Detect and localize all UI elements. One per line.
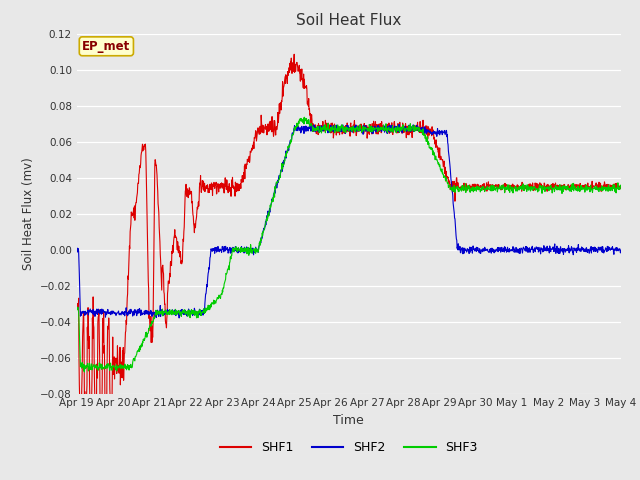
SHF2 xyxy=(73,249,81,255)
SHF3 xyxy=(115,363,123,369)
SHF1 xyxy=(326,124,333,130)
Line: SHF2: SHF2 xyxy=(77,124,621,318)
SHF2 xyxy=(175,315,183,321)
SHF2 xyxy=(383,130,390,136)
SHF1 xyxy=(316,125,323,131)
SHF3 xyxy=(617,183,625,189)
SHF1 xyxy=(291,51,298,57)
Legend: SHF1, SHF2, SHF3: SHF1, SHF2, SHF3 xyxy=(214,436,483,459)
SHF2 xyxy=(325,128,333,134)
Line: SHF1: SHF1 xyxy=(77,54,621,480)
Title: Soil Heat Flux: Soil Heat Flux xyxy=(296,13,401,28)
Text: EP_met: EP_met xyxy=(82,40,131,53)
SHF2 xyxy=(304,126,312,132)
SHF3 xyxy=(326,127,333,132)
SHF3 xyxy=(316,129,323,134)
SHF2 xyxy=(137,307,145,313)
SHF3 xyxy=(301,114,308,120)
SHF3 xyxy=(73,305,81,311)
SHF3 xyxy=(81,369,88,375)
SHF2 xyxy=(115,311,123,317)
X-axis label: Time: Time xyxy=(333,414,364,427)
SHF1 xyxy=(383,123,391,129)
SHF3 xyxy=(138,341,145,347)
SHF1 xyxy=(138,150,145,156)
Y-axis label: Soil Heat Flux (mv): Soil Heat Flux (mv) xyxy=(22,157,35,270)
SHF1 xyxy=(305,103,312,109)
SHF1 xyxy=(115,370,123,376)
SHF2 xyxy=(316,125,323,131)
SHF3 xyxy=(305,121,312,127)
SHF1 xyxy=(73,304,81,310)
SHF2 xyxy=(617,248,625,253)
SHF2 xyxy=(396,121,403,127)
SHF3 xyxy=(383,126,391,132)
Line: SHF3: SHF3 xyxy=(77,117,621,372)
SHF1 xyxy=(617,183,625,189)
